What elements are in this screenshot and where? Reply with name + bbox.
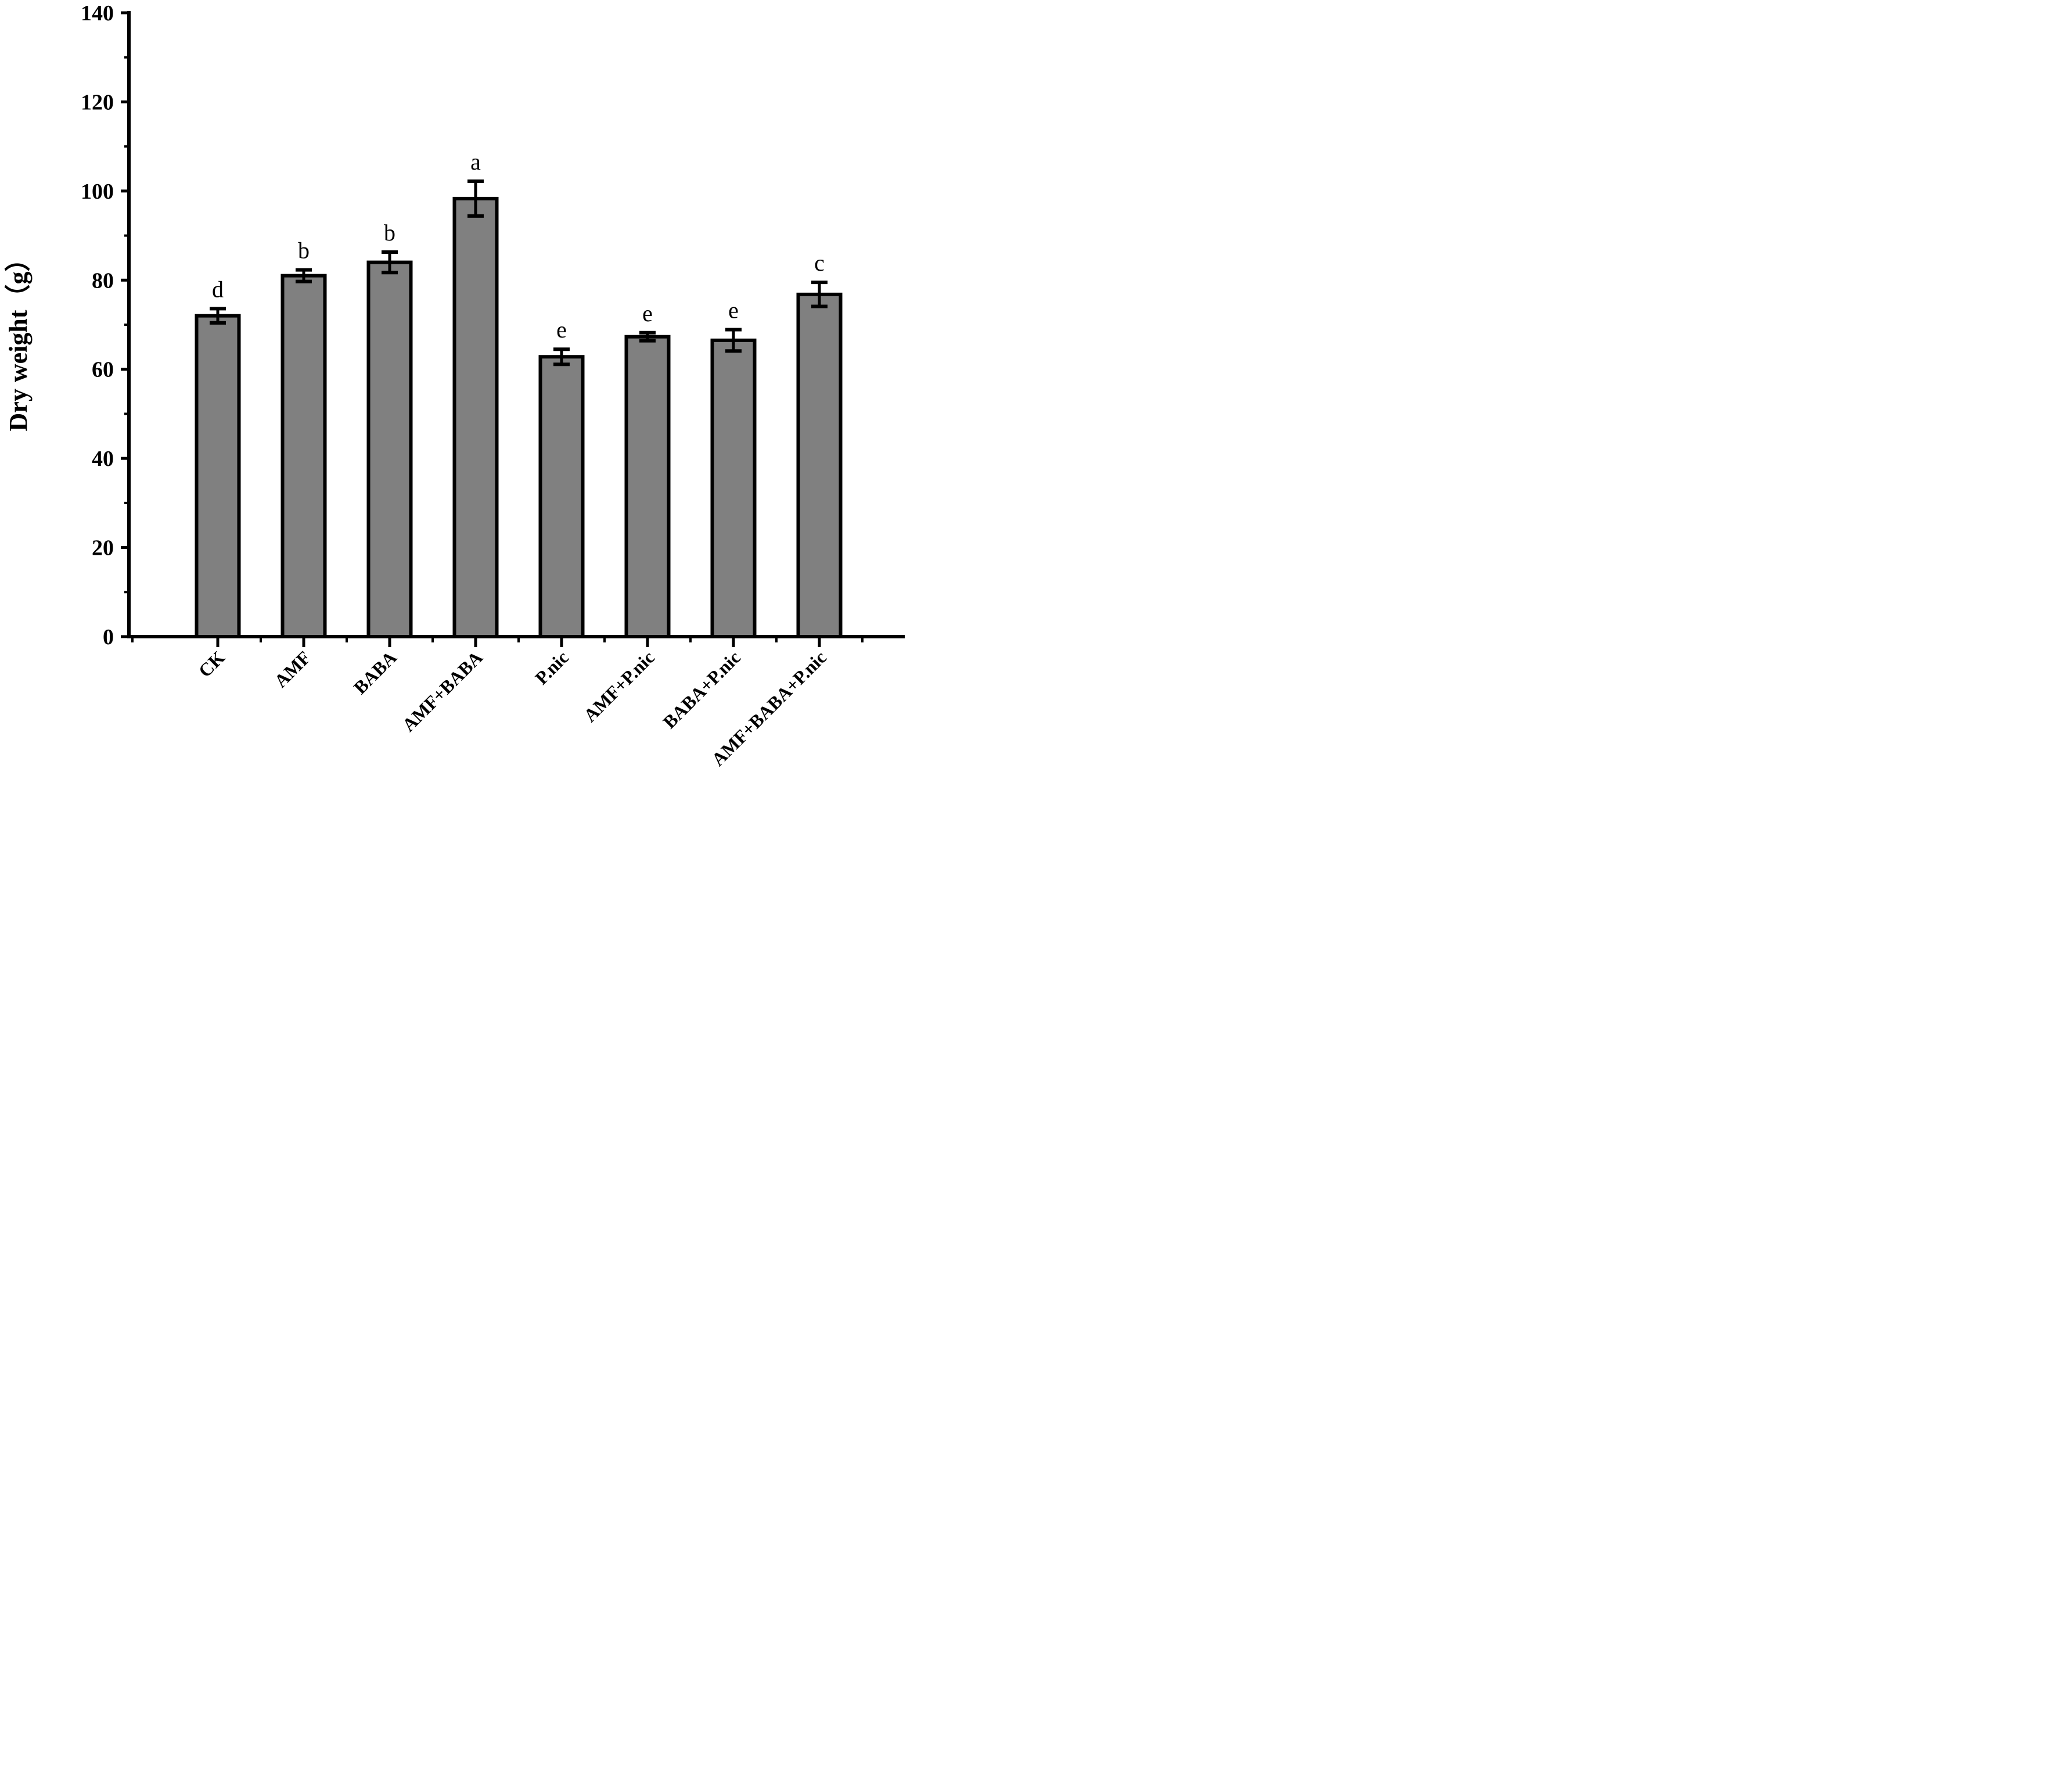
y-tick-label-140: 140	[81, 1, 114, 26]
chart-figure: Dry weight（g） d b b a e e e c 0 20 40 60 80 100 120 140…	[0, 0, 911, 784]
bars-group	[195, 196, 843, 639]
bar-chart: Dry weight（g） d b b a e e e c 0 20 40 60 80 100 120 140…	[4, 1, 905, 770]
x-tick-label-AMF+P.nic: AMF+P.nic	[580, 647, 659, 726]
bar-CK	[195, 314, 241, 638]
significance-label-CK: d	[212, 276, 224, 302]
bar-AMF+BABA	[452, 196, 499, 638]
x-tick-label-BABA+P.nic: BABA+P.nic	[659, 647, 744, 732]
bar-BABA+P.nic	[710, 338, 757, 638]
x-tick-label-BABA: BABA	[350, 647, 401, 698]
error-bar-AMF	[296, 268, 312, 283]
y-tick-label-20: 20	[92, 536, 114, 561]
error-bar-BABA	[382, 250, 398, 275]
significance-label-P.nic: e	[556, 317, 567, 343]
y-axis-title: Dry weight（g）	[4, 246, 33, 432]
error-bar-BABA+P.nic	[725, 328, 742, 353]
y-tick-label-60: 60	[92, 358, 114, 382]
x-ticks	[131, 637, 864, 647]
error-bar-AMF+BABA	[467, 179, 484, 218]
y-tick-label-100: 100	[81, 179, 114, 204]
y-tick-label-120: 120	[81, 90, 114, 114]
significance-label-AMF+BABA+P.nic: c	[814, 250, 825, 276]
x-tick-label-AMF+BABA: AMF+BABA	[398, 647, 487, 735]
error-bar-AMF+BABA+P.nic	[811, 281, 828, 308]
significance-label-AMF+P.nic: e	[642, 300, 653, 326]
x-tick-label-P.nic: P.nic	[531, 647, 573, 688]
y-tick-label-40: 40	[92, 447, 114, 471]
error-bar-AMF+P.nic	[639, 331, 656, 343]
significance-label-AMF: b	[298, 238, 310, 264]
significance-label-AMF+BABA: a	[470, 149, 481, 175]
error-bar-P.nic	[553, 347, 570, 367]
bar-P.nic	[538, 355, 585, 639]
y-ticks: 0 20 40 60 80 100 120 140	[81, 1, 129, 649]
x-tick-label-CK: CK	[195, 647, 229, 681]
significance-label-BABA: b	[384, 220, 395, 246]
y-tick-label-80: 80	[92, 268, 114, 293]
error-bars-group	[210, 179, 828, 367]
significance-labels: d b b a e e e c	[212, 149, 825, 343]
significance-label-BABA+P.nic: e	[728, 297, 739, 323]
bar-AMF+P.nic	[624, 335, 671, 638]
x-tick-label-AMF: AMF	[270, 647, 315, 691]
bar-BABA	[366, 260, 413, 639]
bar-AMF+BABA+P.nic	[796, 292, 843, 638]
y-tick-label-0: 0	[103, 625, 114, 649]
error-bar-CK	[210, 307, 226, 325]
bar-AMF	[280, 274, 327, 639]
